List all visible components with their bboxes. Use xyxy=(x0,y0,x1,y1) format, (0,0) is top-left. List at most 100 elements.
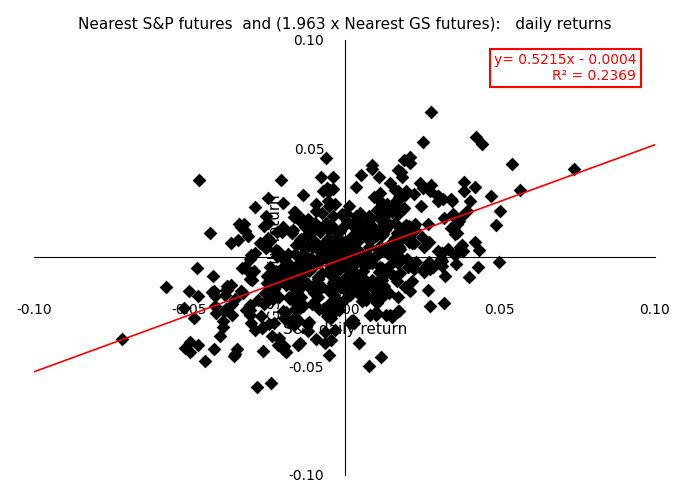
Point xyxy=(229,294,240,302)
Point xyxy=(194,176,205,184)
Point xyxy=(418,268,429,276)
Point xyxy=(313,276,324,283)
Point xyxy=(258,324,269,332)
Point xyxy=(199,358,210,366)
Point xyxy=(330,276,341,283)
Point xyxy=(392,229,403,237)
Point xyxy=(185,338,196,346)
Point xyxy=(264,237,275,245)
Point xyxy=(368,294,379,302)
Point xyxy=(375,246,386,254)
Point xyxy=(271,252,282,260)
Point xyxy=(329,264,340,272)
Point xyxy=(363,293,374,301)
Point xyxy=(433,192,444,200)
Point xyxy=(273,278,284,286)
Point xyxy=(246,251,257,259)
Point xyxy=(286,282,297,290)
Point xyxy=(433,198,444,205)
Point xyxy=(298,252,309,260)
Point xyxy=(306,300,317,308)
Point xyxy=(355,229,366,237)
Point xyxy=(385,179,396,187)
Point xyxy=(321,254,332,262)
Point xyxy=(381,311,392,319)
Point xyxy=(304,318,315,326)
Point xyxy=(236,264,247,272)
Point xyxy=(376,200,387,208)
Point xyxy=(345,276,356,284)
Point xyxy=(450,260,461,268)
Point xyxy=(322,186,333,194)
Point xyxy=(409,264,420,272)
Point xyxy=(365,230,376,238)
Point xyxy=(367,225,378,233)
Point xyxy=(226,239,237,247)
Point xyxy=(297,243,308,251)
Point xyxy=(357,220,368,228)
Point xyxy=(387,254,398,262)
Point xyxy=(392,259,403,267)
X-axis label: S&P daily return: S&P daily return xyxy=(282,322,407,338)
Point xyxy=(344,286,354,294)
Point xyxy=(345,244,356,252)
Point xyxy=(313,254,324,262)
Point xyxy=(363,362,374,370)
Point xyxy=(328,277,339,285)
Point xyxy=(258,222,269,230)
Point xyxy=(352,256,363,264)
Point xyxy=(328,240,339,248)
Point xyxy=(301,253,312,261)
Point xyxy=(294,339,305,347)
Point xyxy=(332,302,343,310)
Point xyxy=(287,226,298,234)
Point xyxy=(363,212,374,220)
Point xyxy=(350,212,361,220)
Point xyxy=(417,184,428,192)
Point xyxy=(311,335,322,343)
Point xyxy=(293,278,304,286)
Point xyxy=(424,302,435,310)
Point xyxy=(346,317,357,325)
Point xyxy=(337,244,348,252)
Point xyxy=(386,208,397,216)
Point xyxy=(392,308,403,316)
Point xyxy=(403,234,414,241)
Point xyxy=(424,258,435,266)
Point xyxy=(280,308,291,316)
Point xyxy=(405,154,416,162)
Point xyxy=(222,282,233,290)
Point xyxy=(313,294,324,302)
Point xyxy=(302,320,313,328)
Point xyxy=(245,300,256,308)
Point xyxy=(398,222,409,230)
Point xyxy=(341,210,352,218)
Point xyxy=(376,213,387,221)
Point xyxy=(291,263,302,271)
Point xyxy=(464,273,475,281)
Point xyxy=(269,285,280,293)
Point xyxy=(374,242,385,250)
Point xyxy=(493,258,504,266)
Point xyxy=(271,246,282,254)
Point xyxy=(515,186,526,194)
Point xyxy=(304,267,315,275)
Point xyxy=(274,272,285,280)
Point xyxy=(354,274,365,282)
Point xyxy=(349,268,360,276)
Point xyxy=(339,261,350,269)
Point xyxy=(439,214,450,222)
Point xyxy=(387,200,398,208)
Point xyxy=(278,314,289,322)
Text: y= 0.5215x - 0.0004
R² = 0.2369: y= 0.5215x - 0.0004 R² = 0.2369 xyxy=(494,53,636,83)
Point xyxy=(328,308,339,316)
Point xyxy=(324,240,335,248)
Point xyxy=(380,226,391,234)
Point xyxy=(280,346,291,354)
Point xyxy=(284,269,295,277)
Point xyxy=(306,264,317,272)
Point xyxy=(330,276,341,284)
Point xyxy=(354,272,365,280)
Point xyxy=(389,250,400,258)
Point xyxy=(311,240,322,248)
